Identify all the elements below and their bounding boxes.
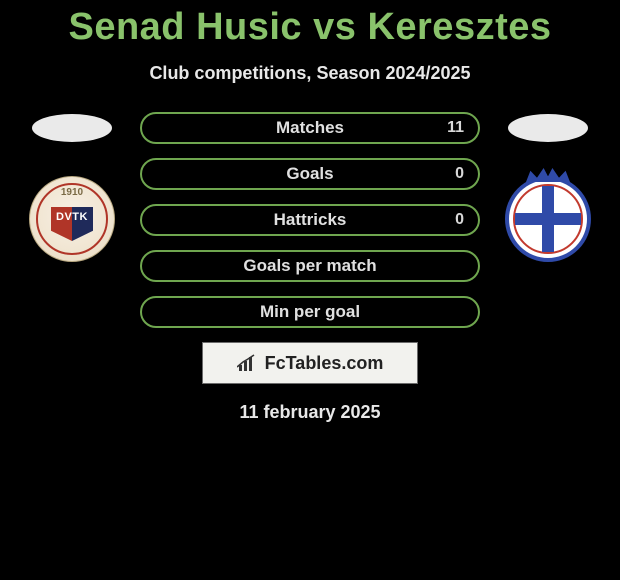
stat-value-right: 0: [455, 211, 464, 229]
left-player-column: 1910 DVTK: [22, 112, 122, 262]
left-player-avatar: [32, 114, 112, 142]
stat-label: Goals: [286, 164, 333, 184]
stat-value-right: 11: [447, 119, 464, 137]
stat-row-min-per-goal: Min per goal: [140, 296, 480, 328]
left-club-badge: 1910 DVTK: [29, 176, 115, 262]
left-club-year: 1910: [61, 187, 83, 198]
branding-box[interactable]: FcTables.com: [202, 342, 418, 384]
cross-horizontal: [515, 213, 581, 225]
bar-chart-icon: [237, 353, 259, 373]
stat-label: Matches: [276, 118, 344, 138]
left-club-abbr: DVTK: [56, 211, 88, 223]
stats-column: Matches 11 Goals 0 Hattricks 0 Goals per…: [140, 112, 480, 328]
subtitle: Club competitions, Season 2024/2025: [0, 63, 620, 84]
comparison-row: 1910 DVTK Matches 11 Goals 0 Hattricks 0…: [0, 112, 620, 328]
crown-icon: [526, 168, 570, 182]
stat-value-right: 0: [455, 165, 464, 183]
stat-row-goals: Goals 0: [140, 158, 480, 190]
page-title: Senad Husic vs Keresztes: [0, 0, 620, 49]
stat-row-goals-per-match: Goals per match: [140, 250, 480, 282]
stat-row-hattricks: Hattricks 0: [140, 204, 480, 236]
date-text: 11 february 2025: [0, 402, 620, 423]
right-player-avatar: [508, 114, 588, 142]
stat-label: Hattricks: [274, 210, 347, 230]
right-player-column: [498, 112, 598, 262]
stat-label: Min per goal: [260, 302, 360, 322]
stat-label: Goals per match: [243, 256, 376, 276]
stat-row-matches: Matches 11: [140, 112, 480, 144]
right-club-badge: [505, 176, 591, 262]
branding-text: FcTables.com: [265, 353, 384, 374]
